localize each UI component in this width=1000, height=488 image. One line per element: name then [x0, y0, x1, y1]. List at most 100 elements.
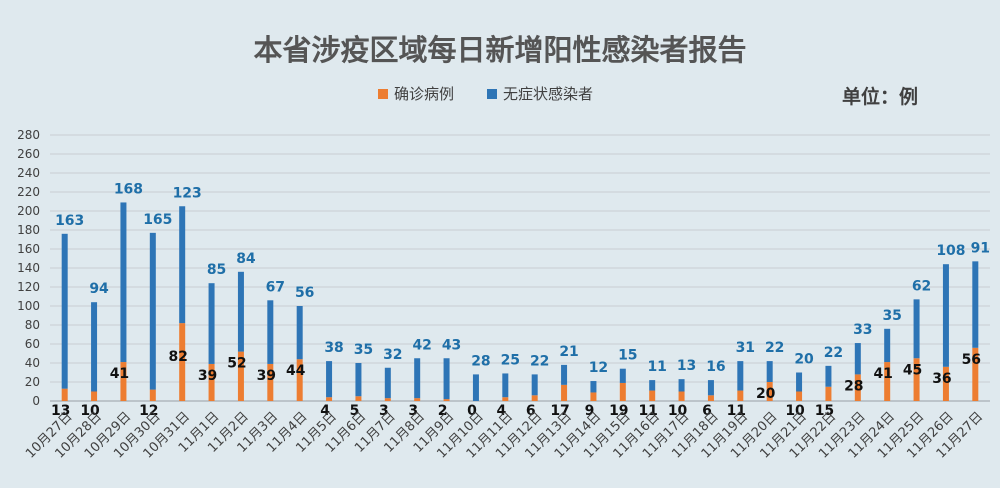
- y-tick-label: 100: [17, 299, 40, 313]
- bar-confirmed: [237, 351, 244, 401]
- data-label-confirmed: 3: [408, 403, 418, 419]
- y-tick-label: 220: [17, 185, 40, 199]
- bar-asymptomatic: [619, 368, 626, 383]
- y-tick-label: 80: [25, 318, 40, 332]
- data-label-confirmed: 11: [727, 403, 746, 419]
- bar-confirmed: [208, 363, 215, 401]
- bar-asymptomatic: [766, 361, 773, 382]
- bar-asymptomatic: [502, 373, 509, 398]
- data-label-confirmed: 10: [668, 403, 688, 419]
- data-label-asymptomatic: 13: [677, 358, 696, 374]
- y-tick-label: 60: [25, 337, 40, 351]
- bar-asymptomatic: [355, 363, 362, 397]
- data-label-confirmed: 15: [815, 403, 834, 419]
- data-label-confirmed: 10: [785, 403, 805, 419]
- bar-confirmed: [531, 395, 538, 401]
- bar-confirmed: [120, 362, 127, 401]
- chart-title: 本省涉疫区域每日新增阳性感染者报告: [253, 33, 746, 67]
- bar-confirmed: [737, 390, 744, 401]
- bar-confirmed: [590, 392, 597, 401]
- bar-asymptomatic: [149, 232, 156, 390]
- bar-asymptomatic: [120, 202, 127, 363]
- data-label-asymptomatic: 123: [173, 185, 202, 201]
- bar-confirmed: [913, 358, 920, 401]
- data-label-confirmed: 6: [526, 403, 536, 419]
- data-label-confirmed: 28: [844, 378, 863, 394]
- bar-confirmed: [384, 398, 391, 401]
- bar-confirmed: [179, 323, 186, 401]
- data-label-asymptomatic: 15: [618, 348, 637, 364]
- data-label-confirmed: 13: [51, 403, 70, 419]
- data-label-confirmed: 41: [110, 366, 129, 382]
- data-label-confirmed: 41: [873, 366, 892, 382]
- bar-confirmed: [91, 391, 98, 401]
- y-tick-label: 160: [17, 242, 40, 256]
- y-tick-label: 0: [32, 394, 40, 408]
- bar-asymptomatic: [854, 343, 861, 375]
- y-tick-label: 20: [25, 375, 40, 389]
- data-label-asymptomatic: 85: [207, 262, 226, 278]
- data-label-asymptomatic: 38: [324, 340, 343, 356]
- unit-label: 单位：例: [842, 85, 918, 108]
- data-label-asymptomatic: 33: [853, 322, 872, 338]
- data-label-asymptomatic: 168: [114, 181, 143, 197]
- bar-asymptomatic: [561, 364, 568, 385]
- data-label-asymptomatic: 84: [236, 251, 256, 267]
- data-label-confirmed: 56: [962, 352, 981, 368]
- bar-asymptomatic: [737, 361, 744, 391]
- bar-confirmed: [296, 359, 303, 401]
- y-tick-label: 180: [17, 223, 40, 237]
- bar-asymptomatic: [267, 300, 274, 364]
- data-label-confirmed: 20: [756, 386, 776, 402]
- data-label-confirmed: 3: [379, 403, 389, 419]
- data-label-asymptomatic: 91: [971, 240, 990, 256]
- bar-confirmed: [561, 384, 568, 401]
- y-tick-label: 240: [17, 166, 40, 180]
- data-label-asymptomatic: 56: [295, 285, 314, 301]
- data-label-asymptomatic: 163: [55, 213, 84, 229]
- bar-confirmed: [61, 388, 68, 401]
- data-label-asymptomatic: 31: [736, 340, 755, 356]
- bar-confirmed: [649, 390, 656, 401]
- data-label-confirmed: 4: [320, 403, 330, 419]
- bars: [61, 202, 979, 401]
- data-label-asymptomatic: 35: [354, 342, 373, 358]
- bar-asymptomatic: [61, 233, 68, 389]
- bar-asymptomatic: [649, 380, 656, 391]
- bar-asymptomatic: [179, 206, 186, 324]
- legend-swatch-confirmed: [378, 89, 388, 99]
- y-tick-label: 280: [17, 128, 40, 142]
- data-label-confirmed: 82: [168, 349, 187, 365]
- data-label-confirmed: 10: [80, 403, 100, 419]
- data-label-asymptomatic: 25: [501, 352, 520, 368]
- legend-swatch-asymptomatic: [487, 89, 497, 99]
- bar-asymptomatic: [237, 271, 244, 352]
- bar-confirmed: [678, 391, 685, 401]
- bar-confirmed: [619, 382, 626, 401]
- bar-confirmed: [854, 374, 861, 401]
- bar-confirmed: [326, 397, 333, 401]
- data-label-asymptomatic: 22: [765, 340, 784, 356]
- x-axis: 10月27日10月28日10月29日10月30日10月31日11月1日11月2日…: [23, 409, 986, 461]
- bar-confirmed: [766, 382, 773, 401]
- data-label-confirmed: 45: [903, 362, 922, 378]
- data-label-confirmed: 5: [350, 403, 360, 419]
- bar-asymptomatic: [326, 361, 333, 398]
- bar-confirmed: [443, 399, 450, 401]
- data-label-asymptomatic: 20: [794, 352, 814, 368]
- data-label-confirmed: 17: [550, 403, 569, 419]
- data-label-asymptomatic: 108: [936, 243, 965, 259]
- bar-asymptomatic: [678, 379, 685, 392]
- data-label-asymptomatic: 42: [412, 337, 431, 353]
- bar-confirmed: [796, 391, 803, 401]
- legend: 确诊病例 无症状感染者: [378, 85, 593, 103]
- data-label-asymptomatic: 21: [559, 344, 578, 360]
- bar-asymptomatic: [296, 306, 303, 360]
- gridlines: [50, 134, 990, 402]
- y-tick-label: 200: [17, 204, 40, 218]
- bar-asymptomatic: [384, 367, 391, 399]
- bar-confirmed: [825, 386, 832, 401]
- data-label-confirmed: 0: [467, 403, 477, 419]
